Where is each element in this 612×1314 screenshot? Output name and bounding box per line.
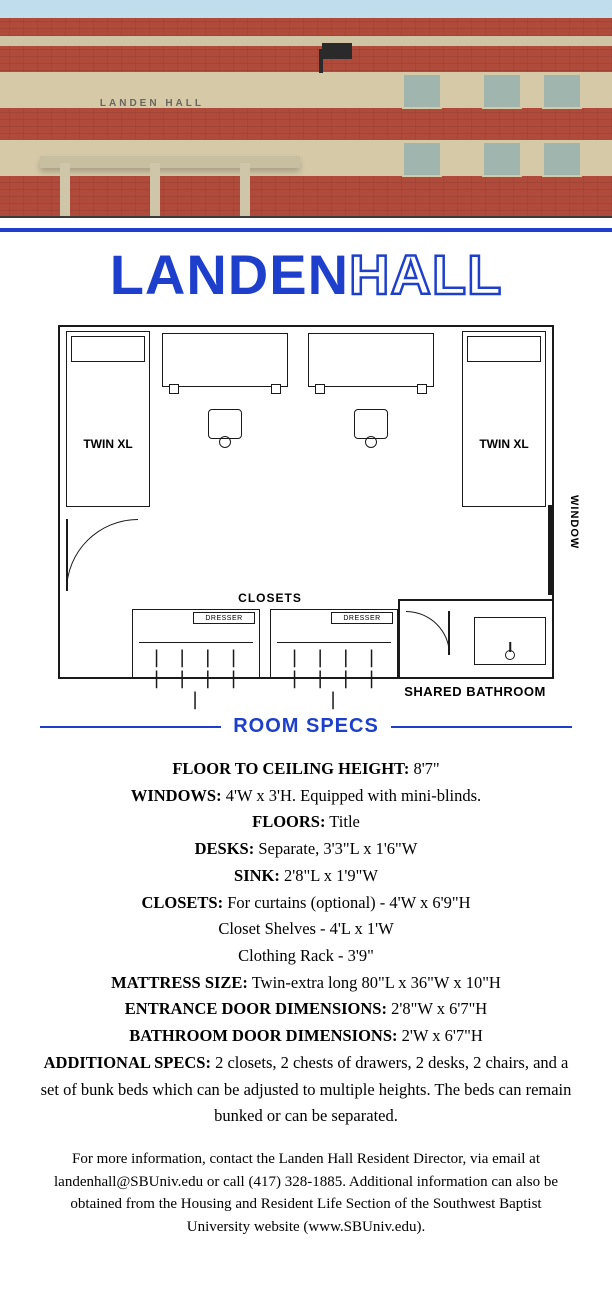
bed-right: TWIN XL [462, 331, 546, 507]
spec-row: DESKS: Separate, 3'3"L x 1'6"W [40, 836, 572, 863]
chair-1 [208, 409, 242, 439]
spec-row: Closet Shelves - 4'L x 1'W [40, 916, 572, 943]
spec-label: SINK: [234, 866, 280, 885]
footer-contact-text: For more information, contact the Landen… [0, 1130, 612, 1238]
closet-2: DRESSER [270, 609, 398, 679]
desk-2 [308, 333, 434, 387]
spec-label: ENTRANCE DOOR DIMENSIONS: [125, 999, 387, 1018]
spec-value: 4'W x 3'H. Equipped with mini-blinds. [222, 786, 482, 805]
window-marker [548, 505, 554, 595]
chair-2 [354, 409, 388, 439]
bed-left: TWIN XL [66, 331, 150, 507]
section-header-text: ROOM SPECS [233, 715, 379, 738]
spec-label: BATHROOM DOOR DIMENSIONS: [129, 1026, 397, 1045]
spec-label: FLOORS: [252, 812, 325, 831]
title-outline: HALL [349, 243, 502, 306]
sink [474, 617, 546, 665]
spec-value: For curtains (optional) - 4'W x 6'9"H [223, 893, 470, 912]
spec-value: 2'8"W x 6'7"H [387, 999, 487, 1018]
spec-label: ADDITIONAL SPECS: [44, 1053, 211, 1072]
bathroom-door-arc [406, 611, 450, 655]
spec-row: FLOOR TO CEILING HEIGHT: 8'7" [40, 756, 572, 783]
bed-label: TWIN XL [463, 437, 545, 451]
spec-value: Twin-extra long 80"L x 36"W x 10"H [248, 973, 501, 992]
spec-label: MATTRESS SIZE: [111, 973, 248, 992]
spec-value: Title [325, 812, 359, 831]
divider-rule [0, 228, 612, 232]
spec-row: MATTRESS SIZE: Twin-extra long 80"L x 36… [40, 970, 572, 997]
bathroom-label: SHARED BATHROOM [398, 684, 552, 699]
spec-row: SINK: 2'8"L x 1'9"W [40, 863, 572, 890]
spec-row: FLOORS: Title [40, 809, 572, 836]
spec-row: ENTRANCE DOOR DIMENSIONS: 2'8"W x 6'7"H [40, 996, 572, 1023]
spec-label: DESKS: [195, 839, 255, 858]
bed-label: TWIN XL [67, 437, 149, 451]
spec-label: WINDOWS: [131, 786, 222, 805]
spec-row: WINDOWS: 4'W x 3'H. Equipped with mini-b… [40, 783, 572, 810]
window-label: WINDOW [568, 495, 580, 549]
dresser-label: DRESSER [193, 612, 255, 624]
desk-1 [162, 333, 288, 387]
spec-row: ADDITIONAL SPECS: 2 closets, 2 chests of… [40, 1050, 572, 1130]
closets-label: CLOSETS [140, 591, 400, 605]
floorplan-diagram: TWIN XL TWIN XL CLOSETS DRESSER DRESSER … [50, 317, 562, 687]
room-specs-list: FLOOR TO CEILING HEIGHT: 8'7"WINDOWS: 4'… [0, 756, 612, 1130]
room-specs-header: ROOM SPECS [40, 715, 572, 738]
entry-door-arc [66, 519, 138, 591]
building-photo: LANDEN HALL [0, 0, 612, 218]
page-title: LANDENHALL [0, 238, 612, 317]
spec-value: 2'W x 6'7"H [398, 1026, 483, 1045]
spec-row: Clothing Rack - 3'9" [40, 943, 572, 970]
spec-value: 8'7" [409, 759, 439, 778]
spec-label: FLOOR TO CEILING HEIGHT: [172, 759, 409, 778]
building-sign: LANDEN HALL [100, 98, 204, 109]
spec-value: Closet Shelves - 4'L x 1'W [218, 919, 393, 938]
title-bold: LANDEN [110, 243, 349, 306]
spec-label: CLOSETS: [141, 893, 223, 912]
dresser-label: DRESSER [331, 612, 393, 624]
closet-1: DRESSER [132, 609, 260, 679]
spec-value: Separate, 3'3"L x 1'6"W [254, 839, 417, 858]
spec-row: BATHROOM DOOR DIMENSIONS: 2'W x 6'7"H [40, 1023, 572, 1050]
spec-row: CLOSETS: For curtains (optional) - 4'W x… [40, 890, 572, 917]
spec-value: Clothing Rack - 3'9" [238, 946, 374, 965]
spec-value: 2'8"L x 1'9"W [280, 866, 378, 885]
